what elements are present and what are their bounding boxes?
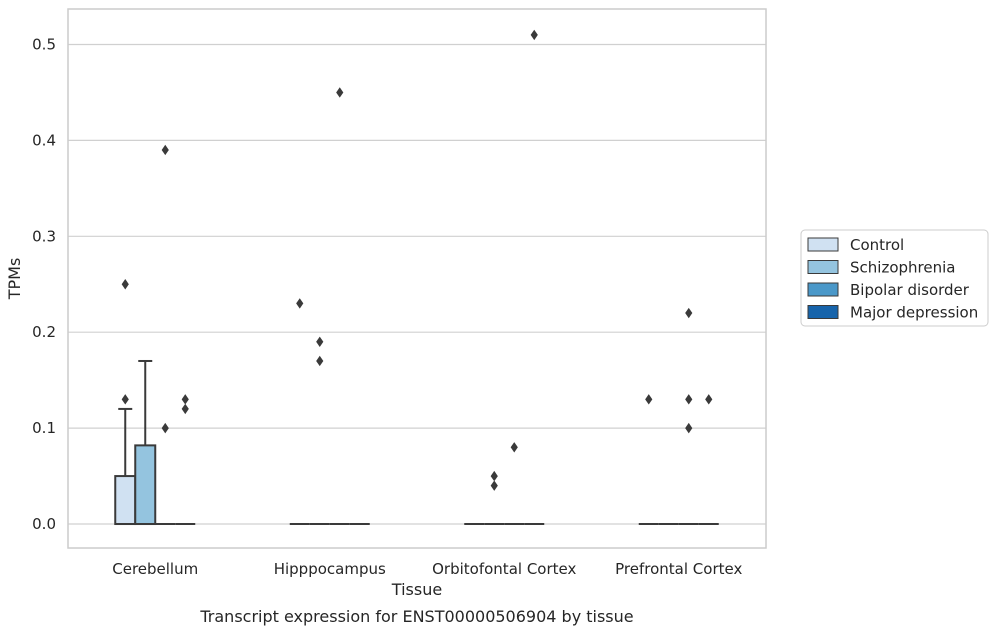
outlier-point — [316, 355, 324, 367]
legend-swatch — [807, 305, 839, 319]
x-tick-label: Hipppocampus — [274, 560, 386, 578]
outlier-point — [161, 422, 169, 434]
box-group — [114, 279, 137, 526]
outlier-point — [121, 394, 129, 405]
box-group — [155, 144, 176, 526]
outlier-point — [336, 87, 344, 98]
legend-swatch — [807, 237, 839, 252]
outlier-point — [296, 298, 304, 309]
legend-label: Major depression — [850, 304, 978, 322]
x-tick-label: Orbitofontal Cortex — [432, 560, 576, 578]
y-tick-label: 0.2 — [32, 323, 56, 341]
outlier-point — [181, 403, 189, 415]
box-group — [309, 336, 330, 526]
x-tick-labels: Cerebellum Hipppocampus Orbitofontal Corte… — [112, 560, 742, 578]
plot-frame — [67, 8, 767, 549]
legend-label: Bipolar disorder — [850, 281, 970, 299]
y-tick-label: 0.1 — [32, 419, 56, 437]
y-tick-label: 0.4 — [32, 131, 56, 149]
outlier-point — [705, 394, 713, 405]
y-axis-label: TPMs — [5, 258, 24, 301]
box — [134, 444, 157, 526]
x-axis-label: Tissue — [391, 580, 442, 599]
box-group — [504, 442, 525, 526]
box — [114, 475, 137, 526]
x-tick-label: Prefrontal Cortex — [615, 560, 742, 578]
y-tick-labels: 0.0 0.1 0.2 0.3 0.4 0.5 — [32, 35, 56, 533]
boxes — [114, 29, 719, 526]
legend-label: Control — [850, 236, 904, 254]
y-tick-label: 0.3 — [32, 227, 56, 245]
legend-swatch — [807, 282, 839, 297]
box-group — [524, 29, 545, 526]
outlier-point — [685, 307, 693, 319]
box-group — [289, 298, 310, 526]
outlier-point — [161, 144, 169, 156]
outlier-point — [316, 336, 324, 347]
outlier-point — [490, 480, 498, 491]
outlier-point — [490, 470, 498, 482]
x-tick-label: Cerebellum — [112, 560, 198, 578]
outlier-point — [530, 29, 538, 41]
outlier-point — [121, 279, 129, 290]
outlier-point — [181, 394, 189, 405]
y-tick-label: 0.0 — [32, 515, 56, 533]
box-group — [484, 470, 505, 526]
box-group — [329, 87, 350, 526]
outlier-point — [685, 394, 693, 405]
outlier-point — [645, 394, 653, 405]
y-tick-label: 0.5 — [32, 35, 56, 53]
legend-swatch — [807, 260, 839, 274]
chart-caption: Transcript expression for ENST0000050690… — [199, 607, 633, 626]
box-group — [175, 394, 196, 526]
box-group — [698, 394, 719, 526]
legend: Control Schizophrenia Bipolar disorder Majo… — [800, 229, 989, 327]
box-group — [638, 394, 659, 526]
legend-label: Schizophrenia — [850, 259, 955, 277]
outlier-point — [685, 422, 693, 434]
outlier-point — [510, 442, 518, 453]
box-group — [134, 359, 157, 526]
box-group — [678, 307, 699, 526]
legend-frame — [800, 229, 989, 327]
gridlines — [68, 43, 766, 525]
